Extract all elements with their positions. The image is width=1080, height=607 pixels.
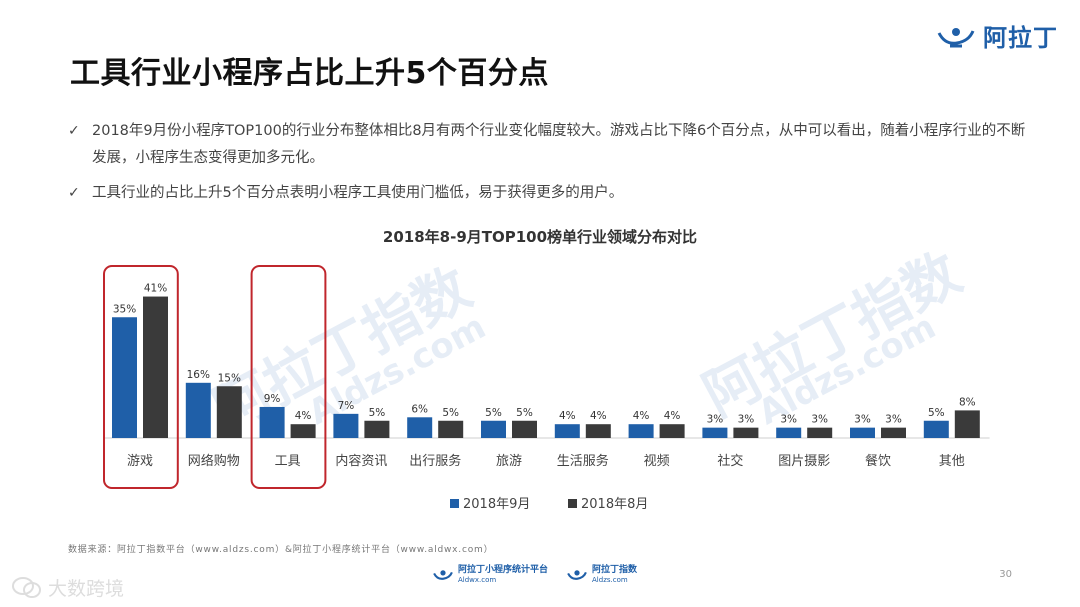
bar: [733, 427, 759, 438]
data-label: 35%: [113, 303, 136, 315]
bullet-item: ✓ 2018年9月份小程序TOP100的行业分布整体相比8月有两个行业变化幅度较…: [68, 118, 1028, 172]
highlight-box: [103, 265, 179, 489]
data-label: 5%: [485, 407, 502, 419]
bullet-list: ✓ 2018年9月份小程序TOP100的行业分布整体相比8月有两个行业变化幅度较…: [68, 118, 1028, 215]
lamp-icon: [567, 570, 587, 580]
data-label: 5%: [442, 407, 459, 419]
category-label: 网络购物: [188, 453, 240, 469]
page-number: 30: [999, 569, 1012, 580]
category-label: 社交: [717, 453, 743, 469]
category-label: 出行服务: [409, 453, 461, 469]
data-label: 4%: [633, 410, 650, 422]
category-label: 视频: [644, 454, 670, 469]
category-label: 其他: [939, 454, 965, 469]
bullet-text: 2018年9月份小程序TOP100的行业分布整体相比8月有两个行业变化幅度较大。…: [92, 123, 1026, 166]
bar: [112, 317, 137, 438]
data-label: 4%: [295, 410, 312, 422]
data-label: 3%: [780, 414, 797, 426]
bar: [850, 427, 875, 438]
data-label: 41%: [144, 283, 167, 295]
bar: [585, 424, 611, 438]
bullet-text: 工具行业的占比上升5个百分点表明小程序工具使用门槛低，易于获得更多的用户。: [92, 185, 624, 201]
footer-logo-title: 阿拉丁小程序统计平台: [458, 565, 549, 575]
brand-name: 阿拉丁: [983, 24, 1058, 52]
bar: [216, 386, 242, 438]
bar: [702, 427, 728, 438]
bar: [143, 296, 168, 438]
page-title: 工具行业小程序占比上升5个百分点: [70, 56, 549, 91]
data-label: 5%: [516, 407, 533, 419]
bar: [554, 424, 580, 438]
legend-swatch: [450, 499, 459, 508]
category-label: 游戏: [127, 454, 153, 469]
bullet-item: ✓ 工具行业的占比上升5个百分点表明小程序工具使用门槛低，易于获得更多的用户。: [68, 180, 1028, 207]
category-label: 工具: [275, 454, 301, 469]
data-label: 6%: [411, 403, 428, 415]
data-label: 3%: [738, 414, 755, 426]
data-label: 5%: [928, 407, 945, 419]
data-label: 3%: [707, 414, 724, 426]
footer-logo-index: 阿拉丁指数 Aldzs.com: [566, 565, 637, 585]
footer-logo-title: 阿拉丁指数: [592, 565, 638, 575]
lamp-icon: [433, 570, 453, 580]
data-label: 9%: [264, 393, 281, 405]
bar: [438, 420, 464, 438]
bar-chart: 35% 41% 游戏 16% 15% 网络购物 9% 4% 工具 7% 5% 内容资讯 6% 5% 出行服务…: [103, 265, 990, 512]
lamp-icon: [937, 27, 975, 47]
bar: [333, 413, 359, 438]
data-label: 3%: [854, 414, 871, 426]
data-label: 4%: [559, 410, 576, 422]
bar: [407, 417, 433, 438]
bar: [659, 424, 685, 438]
bar: [259, 406, 285, 438]
bar: [481, 420, 506, 438]
category-label: 图片摄影: [778, 454, 830, 469]
category-label: 内容资讯: [335, 453, 387, 469]
footer-logo-domain: Aldwx.com: [458, 576, 497, 584]
bar: [807, 427, 833, 438]
data-label: 7%: [338, 400, 355, 412]
bar: [923, 420, 949, 438]
legend-label: 2018年9月: [463, 497, 530, 512]
legend-label: 2018年8月: [581, 497, 648, 512]
corner-watermark-text: 大数跨境: [48, 578, 125, 600]
brand-logo: 阿拉丁: [935, 18, 1058, 53]
bar: [185, 382, 211, 438]
category-label: 生活服务: [557, 453, 609, 469]
chart-title: 2018年8-9月TOP100榜单行业领域分布对比: [382, 228, 698, 246]
data-source: 数据来源：阿拉丁指数平台（www.aldzs.com）&阿拉丁小程序统计平台（w…: [68, 545, 494, 555]
category-label: 餐饮: [865, 453, 891, 469]
check-icon: ✓: [68, 123, 80, 139]
bar: [954, 410, 980, 438]
legend-swatch: [568, 499, 577, 508]
footer-logos: 阿拉丁小程序统计平台 Aldwx.com 阿拉丁指数 Aldzs.com: [432, 565, 637, 585]
bar: [776, 427, 802, 438]
category-label: 旅游: [496, 454, 522, 469]
corner-watermark: 大数跨境: [12, 574, 124, 601]
highlight-box: [250, 265, 327, 489]
bar: [881, 427, 906, 438]
data-label: 16%: [187, 369, 210, 381]
check-icon: ✓: [68, 185, 80, 201]
bar: [628, 424, 654, 438]
data-label: 4%: [664, 410, 681, 422]
footer-logo-domain: Aldzs.com: [592, 576, 628, 584]
data-label: 3%: [885, 414, 902, 426]
data-label: 8%: [959, 396, 976, 408]
bar: [290, 424, 316, 438]
data-label: 5%: [369, 407, 386, 419]
bar: [364, 420, 390, 438]
data-label: 15%: [218, 372, 241, 384]
data-label: 4%: [590, 410, 607, 422]
wechat-icon: [12, 576, 41, 598]
data-label: 3%: [811, 414, 828, 426]
bar: [512, 420, 537, 438]
footer-logo-stats: 阿拉丁小程序统计平台 Aldwx.com: [432, 565, 548, 585]
